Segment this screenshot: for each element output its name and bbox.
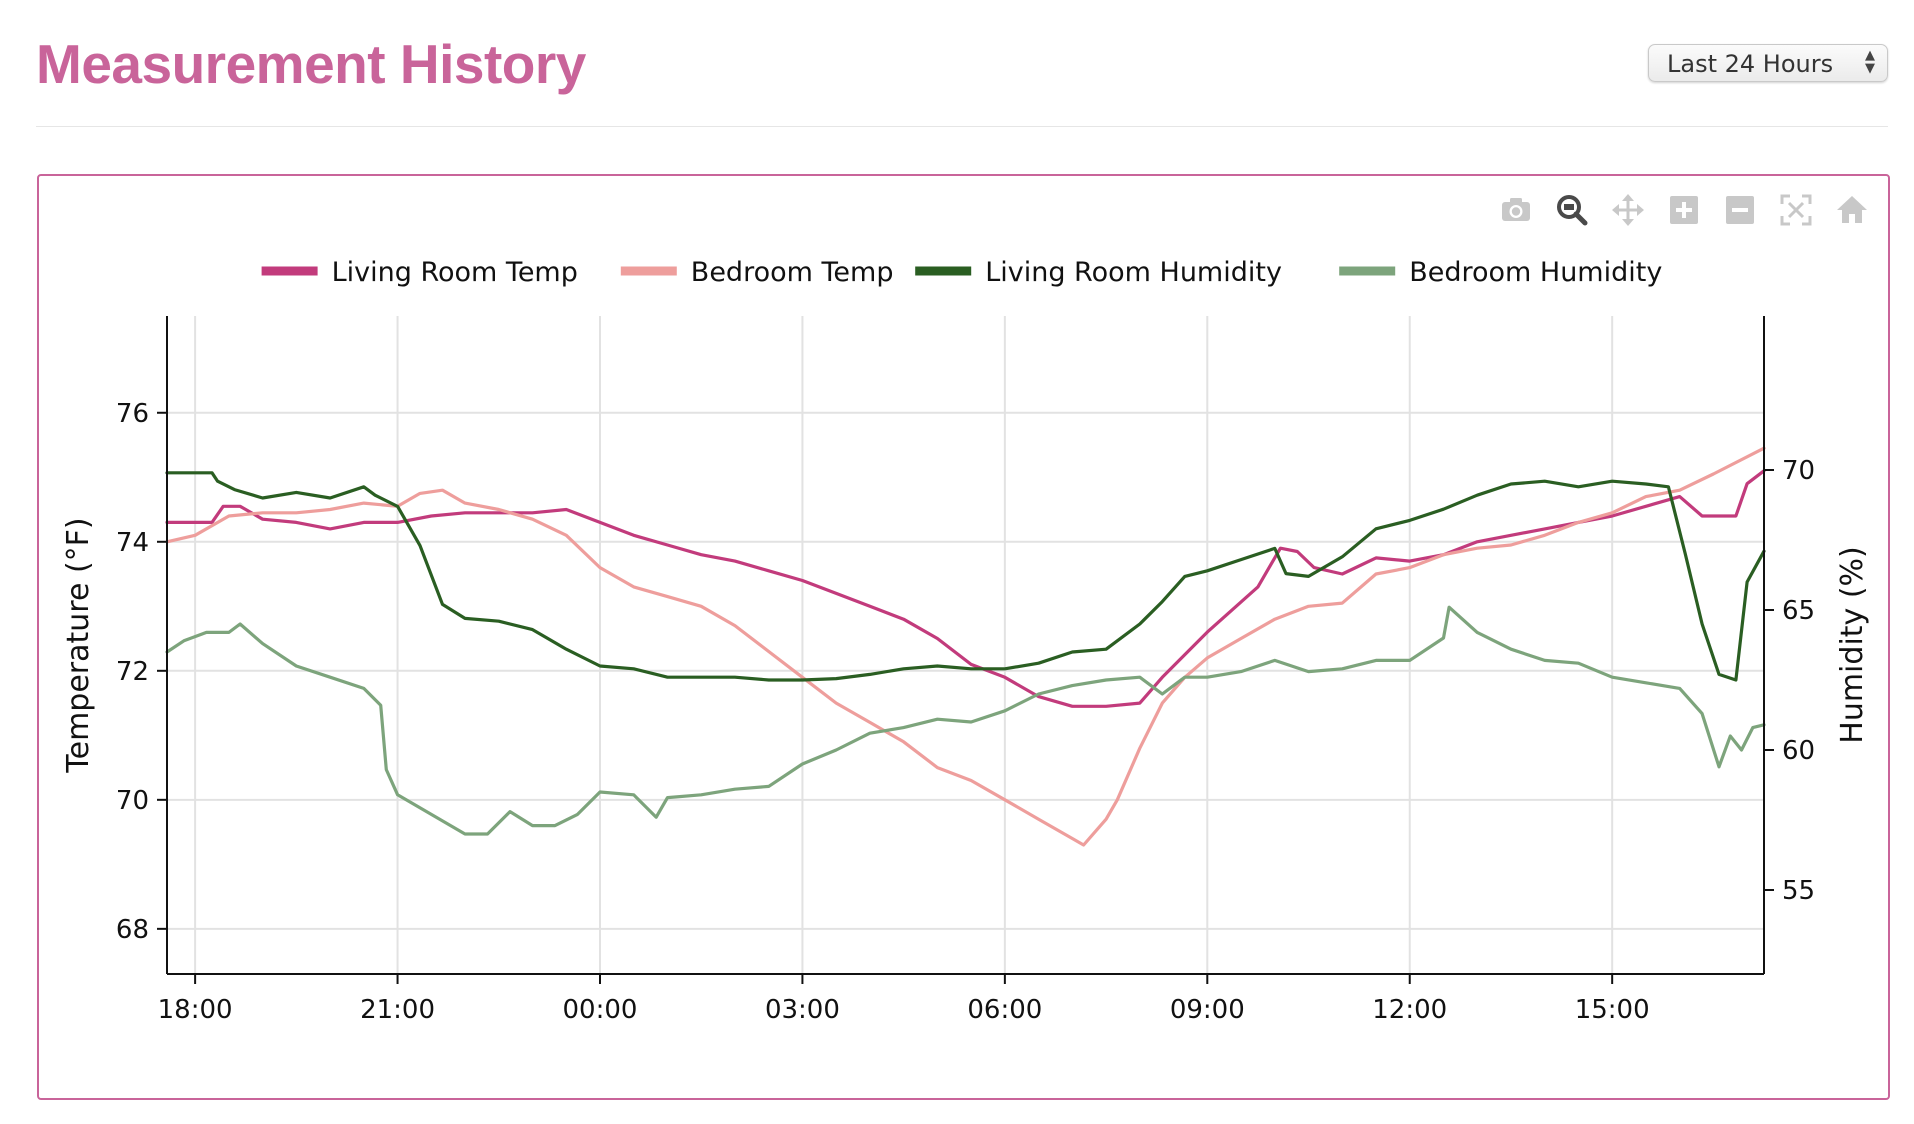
zoom-out-icon[interactable] <box>1718 190 1762 230</box>
reset-axes-icon[interactable] <box>1830 190 1874 230</box>
page-title: Measurement History <box>36 33 586 95</box>
camera-icon[interactable] <box>1494 190 1538 230</box>
autoscale-icon[interactable] <box>1774 190 1818 230</box>
time-range-value: Last 24 Hours <box>1667 50 1834 78</box>
zoom-in-icon[interactable] <box>1662 190 1706 230</box>
pan-icon[interactable] <box>1606 190 1650 230</box>
time-range-select[interactable]: Last 24 Hours ▲ ▼ <box>1648 44 1888 82</box>
select-arrows-icon: ▲ ▼ <box>1865 48 1875 76</box>
page-header: Measurement History Last 24 Hours ▲ ▼ <box>36 28 1888 127</box>
zoom-icon[interactable] <box>1550 190 1594 230</box>
chart-modebar <box>1482 190 1874 230</box>
chart-panel <box>37 174 1890 1100</box>
